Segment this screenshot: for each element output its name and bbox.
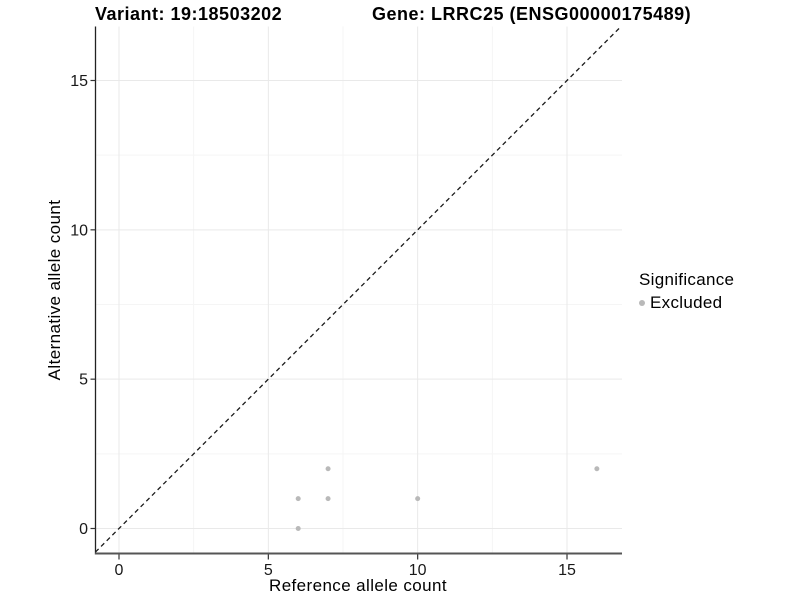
legend: Significance Excluded [639,270,734,313]
x-tick-label: 5 [264,562,273,579]
x-tick-label: 15 [558,562,576,579]
data-point [594,466,600,472]
data-point [295,496,301,502]
x-tick-label: 10 [409,562,427,579]
y-tick-label: 0 [79,521,88,538]
gene-title: Gene: LRRC25 (ENSG00000175489) [372,4,692,24]
x-axis-title: Reference allele count [269,576,447,595]
y-axis-title: Alternative allele count [45,199,64,381]
y-tick-label: 10 [70,222,88,239]
x-tick-label: 0 [115,562,124,579]
legend-item-label: Excluded [650,293,723,312]
variant-title: Variant: 19:18503202 [95,4,283,24]
excluded-point-swatch [639,300,645,306]
data-point [325,496,331,502]
data-point [415,496,421,502]
data-point [295,526,301,531]
legend-title: Significance [639,270,735,289]
identity-line [94,25,622,553]
legend-item-excluded: Excluded [639,293,734,313]
data-point [325,466,331,472]
y-tick-label: 5 [79,372,88,389]
y-tick-label: 15 [70,73,88,90]
